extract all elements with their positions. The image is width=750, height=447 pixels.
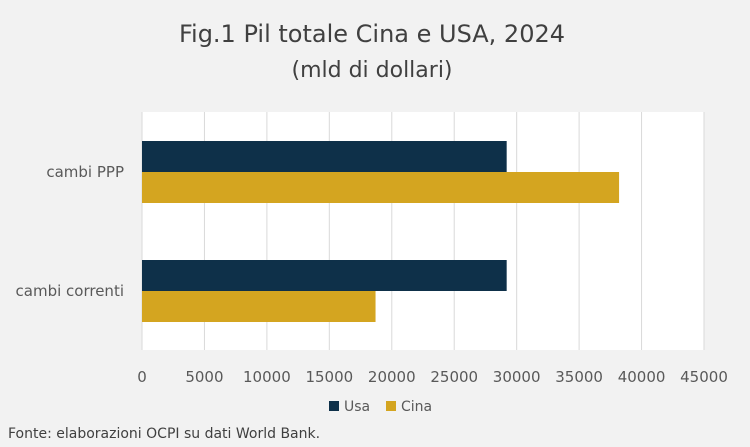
x-tick-label: 15000 bbox=[305, 368, 353, 386]
x-tick-label: 0 bbox=[137, 368, 147, 386]
x-tick-label: 25000 bbox=[430, 368, 478, 386]
category-label: cambi correnti bbox=[16, 282, 124, 300]
legend-swatch-usa bbox=[329, 401, 339, 411]
category-labels: cambi PPP cambi correnti bbox=[16, 163, 124, 300]
chart-title: Fig.1 Pil totale Cina e USA, 2024 bbox=[179, 20, 565, 48]
source-note: Fonte: elaborazioni OCPI su dati World B… bbox=[8, 426, 321, 442]
bar-cina-1 bbox=[142, 291, 376, 322]
x-tick-label: 30000 bbox=[493, 368, 541, 386]
legend-label: Usa bbox=[344, 399, 370, 415]
x-tick-label: 35000 bbox=[555, 368, 603, 386]
legend-swatch-cina bbox=[386, 401, 396, 411]
category-label: cambi PPP bbox=[46, 163, 124, 181]
chart-subtitle: (mld di dollari) bbox=[291, 58, 452, 83]
bars bbox=[142, 141, 620, 322]
x-tick-label: 40000 bbox=[618, 368, 666, 386]
x-tick-label: 20000 bbox=[368, 368, 416, 386]
bar-usa-1 bbox=[142, 260, 507, 291]
x-tick-label: 5000 bbox=[185, 368, 223, 386]
legend: Usa Cina bbox=[329, 399, 432, 415]
legend-label: Cina bbox=[401, 399, 432, 415]
bar-usa-0 bbox=[142, 141, 507, 172]
x-tick-label: 45000 bbox=[680, 368, 728, 386]
x-tick-labels: 0 5000 10000 15000 20000 25000 30000 35000 40000… bbox=[137, 368, 728, 386]
bar-cina-0 bbox=[142, 172, 620, 203]
x-tick-label: 10000 bbox=[243, 368, 291, 386]
